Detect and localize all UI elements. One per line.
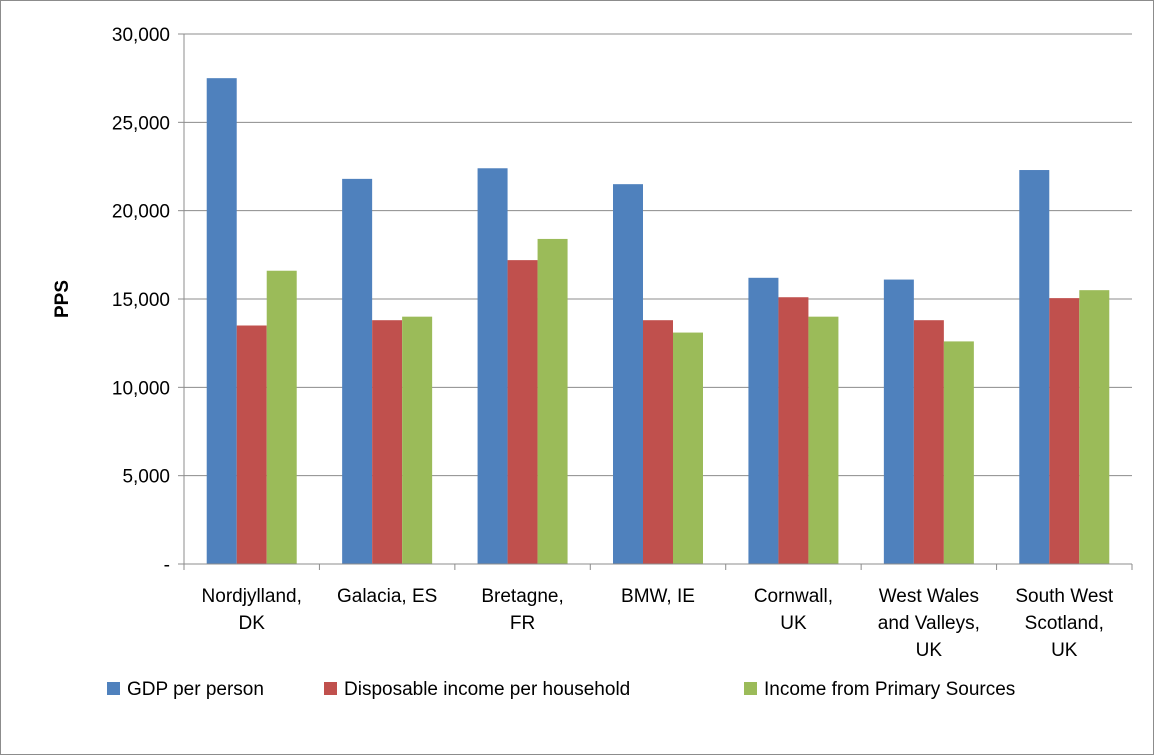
bar <box>537 238 568 564</box>
bar <box>1019 170 1050 565</box>
bar <box>266 270 297 564</box>
legend-swatch <box>324 682 337 695</box>
x-tick-label: West Wales and Valleys, UK <box>878 586 980 661</box>
x-tick-label: Nordjylland, DK <box>202 586 302 634</box>
bar <box>748 277 779 564</box>
legend-swatch <box>107 682 120 695</box>
x-tick-label: BMW, IE <box>621 586 695 607</box>
bar <box>778 297 809 564</box>
gridlines <box>178 33 1133 570</box>
legend-label: Income from Primary Sources <box>764 679 1015 700</box>
y-tick-label: - <box>164 555 170 576</box>
bar <box>883 279 914 564</box>
y-tick-label: 10,000 <box>112 378 170 399</box>
legend-label: Disposable income per household <box>344 679 630 700</box>
legend-label: GDP per person <box>127 679 264 700</box>
bar <box>507 260 538 564</box>
x-tick-label: Galacia, ES <box>337 586 437 607</box>
bar <box>613 184 643 564</box>
bar <box>342 178 373 564</box>
x-tick-label: South West Scotland, UK <box>1015 586 1114 661</box>
y-tick-label: 5,000 <box>122 467 170 488</box>
y-axis-title: PPS <box>52 280 73 318</box>
bar <box>236 325 267 564</box>
bar <box>1049 298 1080 564</box>
y-tick-label: 25,000 <box>112 113 170 134</box>
x-tick-labels: Nordjylland, DK Galacia, ES Bretagne, FR BMW,… <box>202 586 1114 661</box>
legend: GDP per person Disposable income per hous… <box>107 679 1015 700</box>
bar <box>206 78 237 565</box>
y-tick-label: 20,000 <box>112 202 170 223</box>
bar <box>1079 290 1110 564</box>
legend-swatch <box>744 682 757 695</box>
bar <box>673 332 703 564</box>
y-tick-label: 15,000 <box>112 290 170 311</box>
bar <box>913 320 944 564</box>
y-tick-labels: - 5,000 10,000 15,000 20,000 25,000 30,000 <box>112 25 170 576</box>
bar <box>402 316 433 564</box>
axes <box>183 34 1132 565</box>
bars <box>206 78 1110 565</box>
x-tick-label: Bretagne, FR <box>481 586 563 634</box>
bar <box>643 320 673 564</box>
x-tick-label: Cornwall, UK <box>754 586 833 634</box>
y-tick-label: 30,000 <box>112 25 170 46</box>
bar <box>477 168 508 564</box>
bar <box>372 320 403 564</box>
bar <box>808 316 839 564</box>
bar <box>943 341 974 564</box>
